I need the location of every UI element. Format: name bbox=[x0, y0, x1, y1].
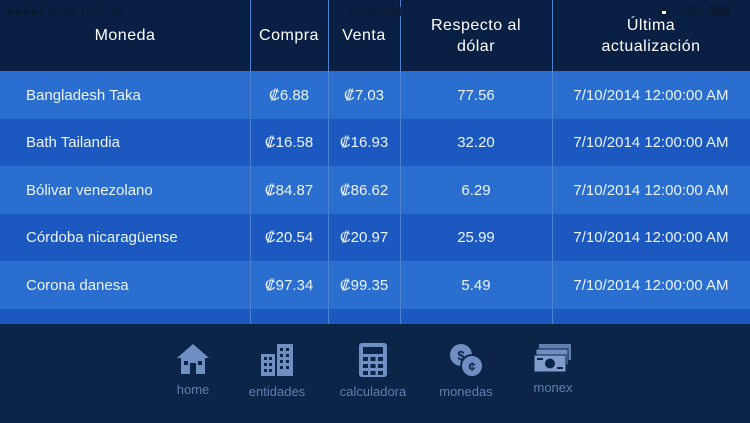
tab-entidades-label: entidades bbox=[248, 384, 306, 399]
buy-rate: ₡6.88 bbox=[268, 86, 310, 104]
usd-ratio: 77.56 bbox=[457, 86, 495, 104]
buy-rate: ₡20.54 bbox=[264, 229, 314, 246]
header-ultima-actualizacion: Última actualización bbox=[601, 16, 701, 55]
currency-name: Córdoba nicaragüense bbox=[26, 229, 178, 246]
usd-ratio: 6.29 bbox=[461, 181, 491, 199]
currency-name: Bangladesh Taka bbox=[26, 86, 141, 104]
tab-monedas-label: monedas bbox=[439, 384, 493, 399]
buy-rate: ₡84.87 bbox=[264, 181, 314, 199]
buy-rate: ₡16.58 bbox=[264, 134, 314, 151]
currency-table[interactable]: Bangladesh Taka ₡6.88 ₡7.03 77.56 7/10/2014 … bbox=[0, 71, 750, 324]
tab-home-label: home bbox=[176, 382, 210, 397]
last-update: 7/10/2014 12:00:00 AM bbox=[573, 181, 729, 199]
table-row[interactable]: Bangladesh Taka ₡6.88 ₡7.03 77.56 7/10/2014 … bbox=[0, 71, 750, 119]
column-divider bbox=[552, 0, 553, 324]
table-row[interactable]: Bólivar venezolano ₡84.87 ₡86.62 6.29 7/10/2… bbox=[0, 166, 750, 214]
tab-entidades[interactable]: entidades bbox=[232, 342, 322, 399]
status-time: 11:28 AM bbox=[348, 4, 402, 19]
table-row[interactable]: Corona danesa ₡97.34 ₡99.35 5.49 7/10/2014 1… bbox=[0, 261, 750, 309]
table-row[interactable] bbox=[0, 308, 750, 324]
carrier-signal: ●●●●● Kolbi ICE bbox=[6, 4, 124, 19]
usd-ratio: 25.99 bbox=[457, 229, 495, 246]
table-row[interactable]: Bath Tailandia ₡16.58 ₡16.93 32.20 7/10/2014… bbox=[0, 118, 750, 167]
sell-rate: ₡99.35 bbox=[339, 276, 389, 294]
table-header: Moneda Compra Venta Respecto al dólar Úl… bbox=[0, 0, 750, 71]
battery-status: 60% bbox=[658, 4, 742, 19]
currency-name: Bath Tailandia bbox=[26, 134, 120, 151]
wifi-icon bbox=[110, 7, 124, 17]
usd-ratio: 32.20 bbox=[457, 134, 495, 151]
tab-calculadora-label: calculadora bbox=[339, 384, 407, 399]
last-update: 7/10/2014 12:00:00 AM bbox=[573, 229, 729, 246]
bottom-tab-bar: home entidades bbox=[0, 324, 750, 423]
tab-home[interactable]: home bbox=[148, 342, 238, 397]
svg-text:$: $ bbox=[457, 348, 465, 363]
sell-rate: ₡86.62 bbox=[339, 181, 389, 199]
tab-monex-label: monex bbox=[533, 380, 573, 395]
header-venta: Venta bbox=[342, 27, 386, 44]
svg-text:¢: ¢ bbox=[468, 359, 475, 374]
tab-calculadora[interactable]: calculadora bbox=[328, 342, 418, 399]
column-divider bbox=[328, 0, 329, 324]
currency-name: Corona danesa bbox=[26, 276, 129, 294]
header-compra: Compra bbox=[259, 27, 319, 44]
sell-rate: ₡16.93 bbox=[339, 134, 389, 151]
home-icon bbox=[177, 344, 209, 374]
sell-rate: ₡7.03 bbox=[343, 86, 385, 104]
last-update: 7/10/2014 12:00:00 AM bbox=[573, 86, 729, 104]
status-bar: ●●●●● Kolbi ICE 11:28 AM 60% bbox=[0, 0, 750, 22]
last-update: 7/10/2014 12:00:00 AM bbox=[573, 276, 729, 294]
usd-ratio: 5.49 bbox=[461, 276, 491, 294]
battery-icon bbox=[710, 5, 742, 18]
column-divider bbox=[250, 0, 251, 324]
calculator-icon bbox=[359, 343, 387, 377]
buy-rate: ₡97.34 bbox=[264, 276, 314, 294]
banknotes-icon bbox=[533, 344, 571, 373]
tab-monex[interactable]: monex bbox=[508, 342, 598, 395]
column-divider bbox=[400, 0, 401, 324]
table-row[interactable]: Córdoba nicaragüense ₡20.54 ₡20.97 25.99 7/1… bbox=[0, 213, 750, 262]
orientation-lock-icon bbox=[659, 7, 670, 17]
tab-monedas[interactable]: $ ¢ monedas bbox=[421, 342, 511, 399]
sell-rate: ₡20.97 bbox=[339, 229, 389, 246]
header-respecto-dolar: Respecto al dólar bbox=[431, 16, 521, 55]
header-moneda: Moneda bbox=[94, 27, 156, 44]
currency-name: Bólivar venezolano bbox=[26, 181, 153, 199]
coins-icon: $ ¢ bbox=[450, 344, 484, 378]
last-update: 7/10/2014 12:00:00 AM bbox=[573, 134, 729, 151]
buildings-icon bbox=[261, 344, 293, 376]
